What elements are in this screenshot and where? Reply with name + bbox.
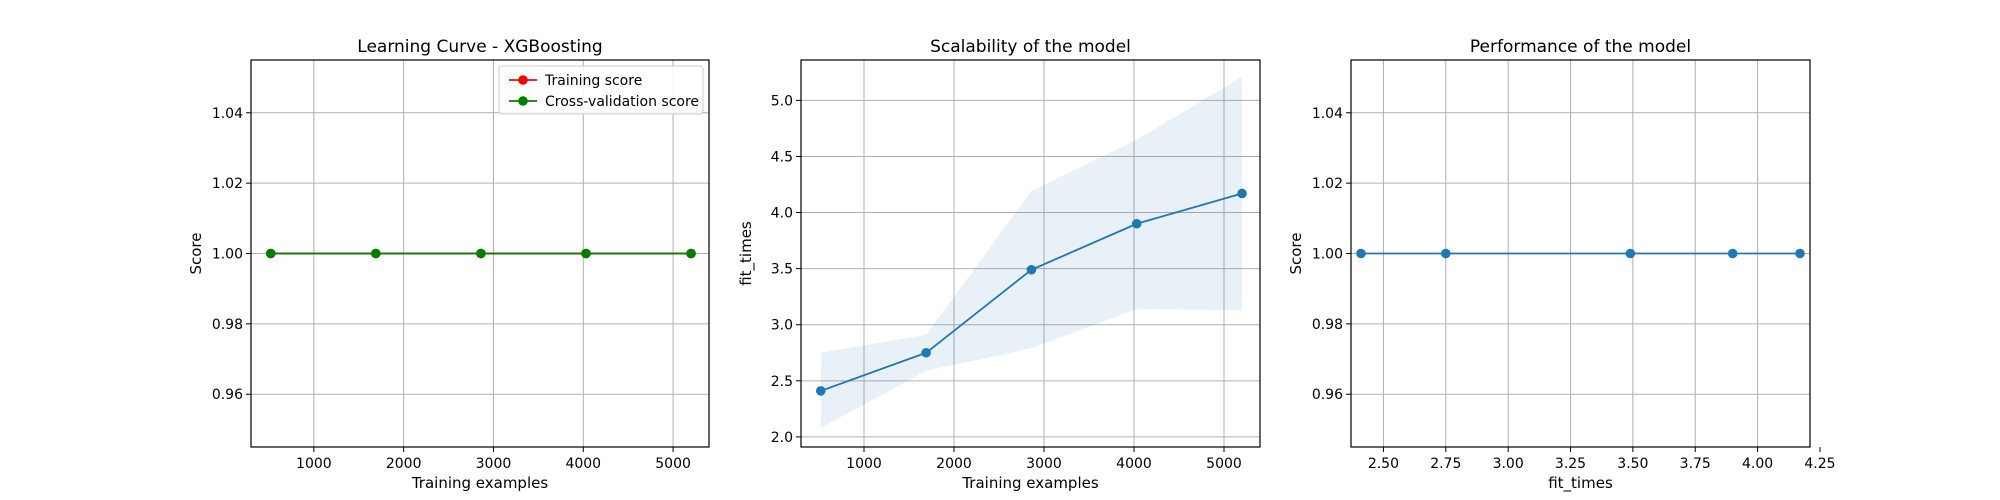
x-tick-label: 2.50 bbox=[1368, 456, 1399, 472]
y-tick-label: 1.02 bbox=[1312, 176, 1343, 192]
y-tick-label: 2.0 bbox=[771, 430, 793, 446]
y-axis-label: Score bbox=[187, 232, 205, 274]
x-tick-label: 1000 bbox=[846, 456, 882, 472]
data-point bbox=[921, 347, 931, 358]
chart-title: Performance of the model bbox=[1470, 37, 1691, 57]
data-point bbox=[1131, 218, 1142, 229]
x-tick-label: 3.25 bbox=[1555, 456, 1586, 472]
y-tick-label: 0.98 bbox=[1312, 317, 1343, 333]
chart-panel-1: 1000 2000 3000 4000 5000 0.96 0.98 1.00 1.02 1.04… bbox=[187, 37, 710, 492]
chart-title: Learning Curve - XGBoosting bbox=[357, 37, 602, 57]
y-tick-label: 5.0 bbox=[771, 93, 793, 109]
y-tick-label: 1.00 bbox=[1312, 247, 1343, 263]
data-point bbox=[686, 248, 696, 259]
y-tick-label: 1.00 bbox=[212, 247, 243, 263]
y-tick-label: 1.02 bbox=[212, 176, 243, 192]
y-tick-label: 4.0 bbox=[771, 206, 793, 222]
x-axis-label: Training examples bbox=[961, 474, 1099, 492]
x-tick-label: 2.75 bbox=[1430, 456, 1461, 472]
x-tick-label: 4000 bbox=[1116, 456, 1152, 472]
data-point bbox=[265, 248, 276, 259]
y-tick-label: 0.96 bbox=[1312, 387, 1343, 403]
legend-swatch-marker bbox=[518, 96, 528, 106]
x-tick-label: 4000 bbox=[565, 456, 601, 472]
y-axis-label: Score bbox=[1287, 232, 1305, 274]
x-tick-label: 1000 bbox=[296, 456, 332, 472]
y-tick-label: 4.5 bbox=[771, 149, 793, 165]
x-tick-label: 4.00 bbox=[1742, 456, 1773, 472]
y-tick-label: 2.5 bbox=[771, 374, 793, 390]
legend-swatch-marker bbox=[518, 75, 528, 85]
legend-entry: Cross-validation score bbox=[545, 94, 699, 110]
data-point bbox=[1625, 248, 1636, 259]
data-point bbox=[1727, 248, 1738, 259]
data-point bbox=[1356, 248, 1366, 259]
y-tick-label: 3.0 bbox=[771, 318, 793, 334]
legend: Training score Cross-validation score bbox=[498, 65, 704, 115]
x-tick-label: 3.75 bbox=[1680, 456, 1711, 472]
x-tick-label: 5000 bbox=[655, 456, 691, 472]
data-point bbox=[1795, 248, 1805, 259]
std-band bbox=[820, 76, 1242, 428]
x-tick-label: 3000 bbox=[1026, 456, 1062, 472]
x-tick-label: 5000 bbox=[1206, 456, 1242, 472]
y-tick-label: 0.98 bbox=[212, 317, 243, 333]
chart-panel-3: 2.50 2.75 3.00 3.25 3.50 3.75 4.00 4.25 0.96 0.98… bbox=[1287, 37, 1836, 493]
data-point bbox=[581, 248, 591, 259]
axes-frame bbox=[800, 59, 1261, 448]
x-tick-label: 3.50 bbox=[1617, 456, 1648, 472]
data-point bbox=[371, 248, 381, 259]
x-axis-label: Training examples bbox=[411, 474, 549, 492]
y-tick-label: 1.04 bbox=[212, 106, 243, 122]
y-tick-label: 0.96 bbox=[212, 387, 243, 403]
x-tick-label: 3000 bbox=[476, 456, 512, 472]
data-point bbox=[1440, 248, 1451, 259]
legend-box bbox=[498, 65, 704, 115]
y-tick-label: 1.04 bbox=[1312, 106, 1343, 122]
chart-title: Scalability of the model bbox=[930, 37, 1131, 57]
data-point bbox=[476, 248, 486, 259]
chart-panel-2: 1000 2000 3000 4000 5000 2.0 2.5 3.0 3.5 4.0 4.5 5.… bbox=[737, 37, 1261, 492]
data-point bbox=[1026, 264, 1037, 275]
x-tick-label: 4.25 bbox=[1804, 456, 1835, 472]
y-tick-label: 3.5 bbox=[771, 262, 793, 278]
x-tick-label: 3.00 bbox=[1493, 456, 1524, 472]
y-axis-label: fit_times bbox=[737, 221, 756, 286]
data-point bbox=[816, 386, 826, 396]
x-tick-label: 2000 bbox=[936, 456, 972, 472]
data-point bbox=[1237, 188, 1247, 199]
x-tick-label: 2000 bbox=[386, 456, 422, 472]
legend-entry: Training score bbox=[544, 73, 642, 89]
x-axis-label: fit_times bbox=[1548, 474, 1613, 493]
